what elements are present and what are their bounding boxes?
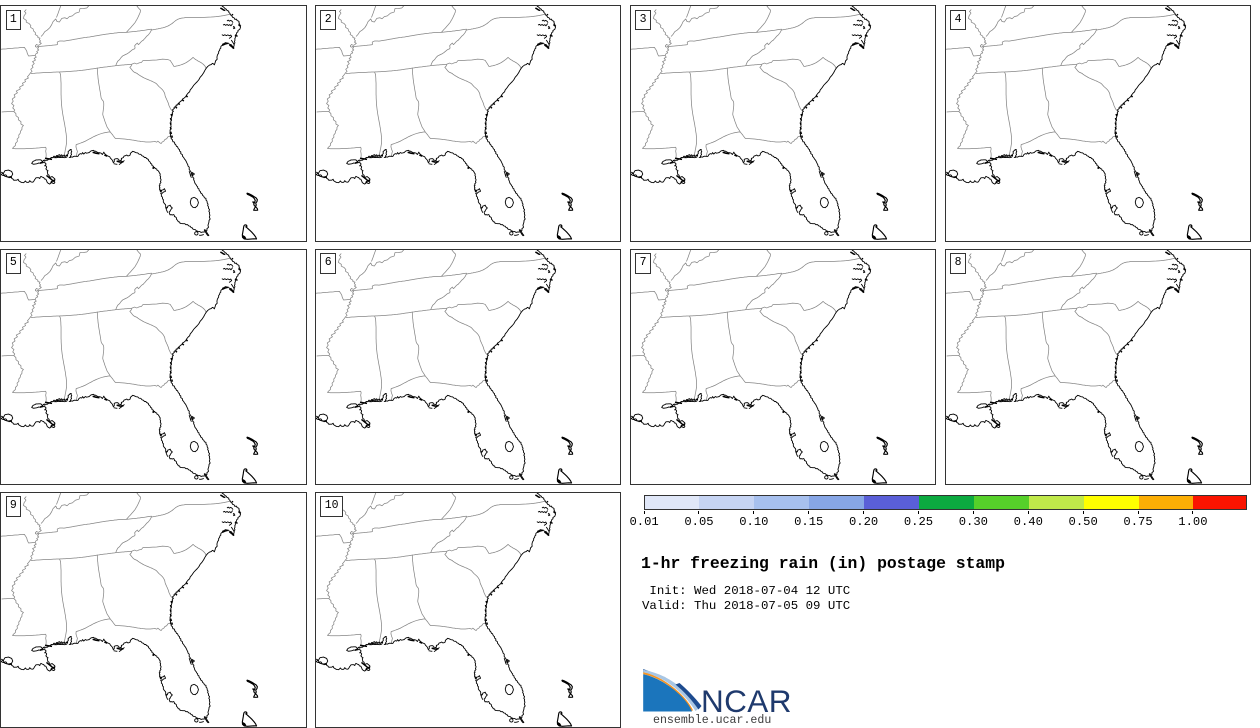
svg-text:NCAR: NCAR xyxy=(701,683,792,717)
